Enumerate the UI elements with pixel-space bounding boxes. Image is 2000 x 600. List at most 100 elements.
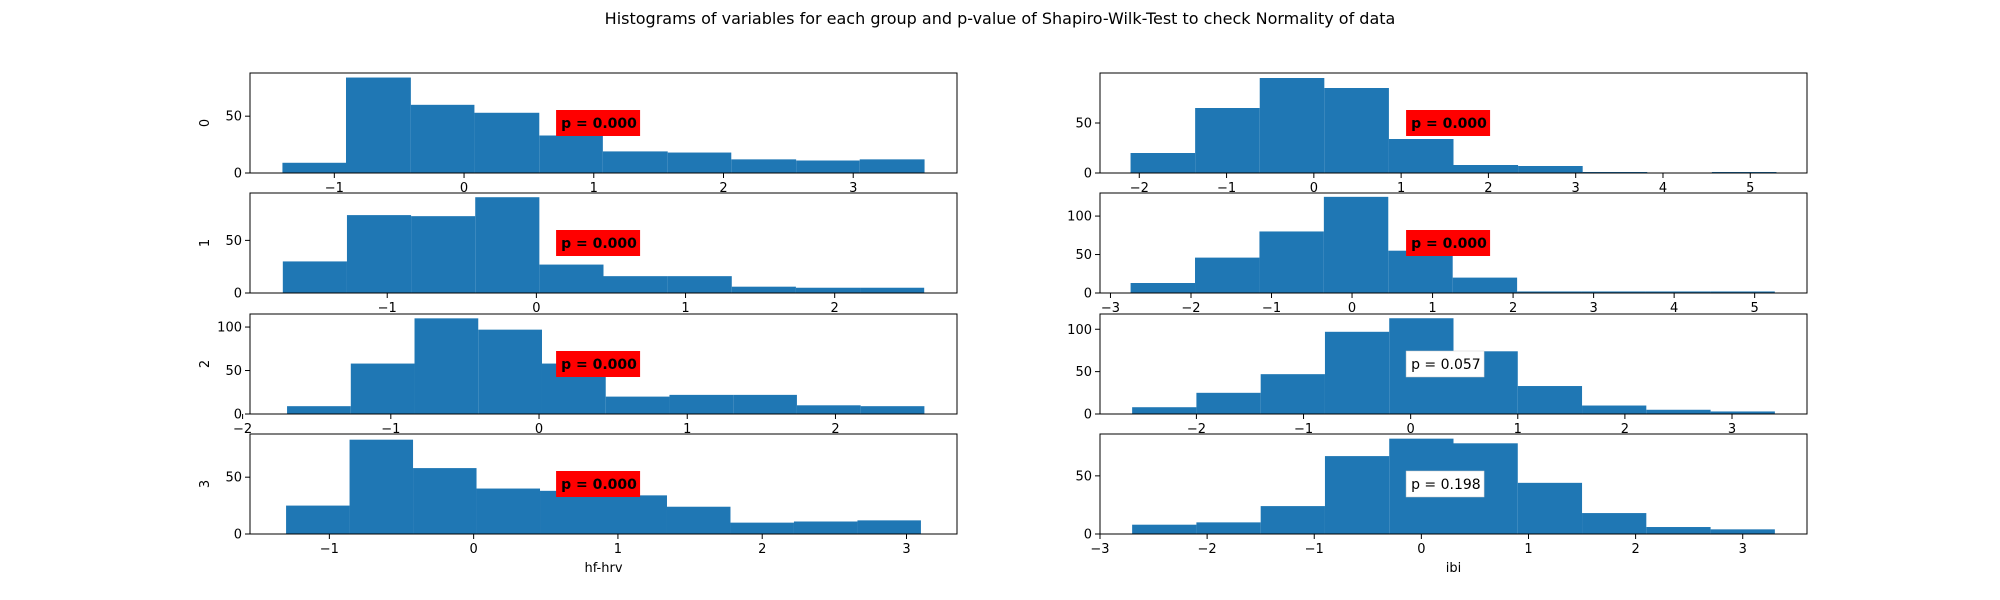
x-tick-label: −2 (1198, 542, 1217, 557)
histogram-bar (667, 276, 732, 293)
histogram-bar (539, 135, 603, 173)
histogram-bar (860, 287, 925, 293)
p-value-box (1405, 350, 1485, 378)
histogram-bar (857, 520, 921, 534)
histogram-bar (413, 468, 477, 534)
panel-hf-hrv-group-0: −1 0 1 2 3 0 50 0 p = 0.000 (198, 72, 958, 196)
histogram-bar (410, 104, 475, 173)
p-value-label: p = 0.198 (1411, 477, 1481, 493)
x-tick-label: 0 (1407, 422, 1415, 437)
panel-hf-hrv-group-2: −2 −1 0 1 2 0 50 100 2 p = 0.000 (198, 313, 958, 437)
x-tick-label: 0 (460, 181, 468, 196)
x-tick-label: 3 (902, 542, 910, 557)
x-tick-label: 1 (683, 422, 691, 437)
p-value-label: p = 0.000 (561, 236, 637, 252)
x-tick-label: 1 (1397, 181, 1405, 196)
p-value-box (556, 471, 641, 497)
x-tick-label: 3 (849, 181, 857, 196)
y-tick-label: 0 (234, 167, 242, 182)
x-tick-label: 2 (831, 301, 839, 316)
histogram-bar (1259, 78, 1325, 173)
histogram-bar (1646, 409, 1711, 414)
histogram-bar (1260, 374, 1325, 414)
y-tick-label: 0 (1084, 528, 1092, 543)
x-tick-label: 0 (1348, 301, 1356, 316)
p-value-label: p = 0.000 (1411, 116, 1487, 132)
p-value-label: p = 0.057 (1411, 357, 1481, 373)
histogram-bar (476, 488, 541, 534)
p-value-box (556, 351, 641, 377)
histogram-bar (1710, 291, 1775, 293)
histogram-bar (666, 506, 731, 534)
histogram-bar (1517, 291, 1582, 293)
axes-frame (1099, 192, 1808, 294)
x-tick-label: 2 (758, 542, 766, 557)
histogram-bar (346, 215, 412, 293)
y-tick-label: 50 (1075, 365, 1092, 380)
histogram-bar (474, 112, 540, 173)
histogram-bar (1581, 291, 1646, 293)
panel-hf-hrv-group-3: −1 0 1 2 3 0 50 3 hf-hrv p = 0.000 (198, 433, 958, 576)
x-tick-label: −2 (1181, 301, 1200, 316)
histogram-bar (796, 405, 861, 414)
y-tick-label: 0 (1084, 167, 1092, 182)
x-axis-label: ibi (1446, 561, 1461, 576)
chart-title: Histograms of variables for each group a… (605, 9, 1396, 28)
histogram-bar (1130, 283, 1196, 293)
x-tick-label: −1 (1217, 181, 1236, 196)
x-tick-label: −1 (378, 301, 397, 316)
x-tick-label: −1 (1262, 301, 1281, 316)
x-tick-label: −1 (1294, 422, 1313, 437)
y-tick-label: 50 (225, 110, 242, 125)
p-value-label: p = 0.000 (561, 116, 637, 132)
x-tick-label: 3 (1572, 181, 1580, 196)
histogram-bar (1195, 257, 1260, 293)
histogram-bar (282, 162, 346, 173)
y-tick-label: 0 (234, 528, 242, 543)
histogram-bar (411, 216, 476, 293)
histogram-bar (1388, 250, 1453, 293)
histogram-bar (475, 197, 540, 293)
x-tick-label: −2 (1187, 422, 1206, 437)
y-tick-label: 50 (225, 234, 242, 249)
x-tick-label: −1 (1305, 542, 1324, 557)
p-value-box (556, 230, 641, 256)
x-tick-label: −3 (1101, 301, 1120, 316)
histogram-bar (1324, 331, 1390, 414)
histogram-bar (1710, 411, 1775, 414)
histogram-bar (1452, 277, 1518, 293)
x-tick-label: 2 (1631, 542, 1639, 557)
histogram-bar (603, 276, 668, 293)
histogram-bar (667, 152, 732, 173)
histogram-bar (731, 286, 796, 293)
y-tick-label: 100 (217, 321, 242, 336)
p-value-label: p = 0.000 (1411, 236, 1487, 252)
y-tick-label: 0 (1084, 408, 1092, 423)
x-tick-label: 0 (1417, 542, 1425, 557)
x-tick-label: 0 (532, 301, 540, 316)
x-tick-label: 5 (1746, 181, 1754, 196)
x-tick-label: 0 (470, 542, 478, 557)
histogram-bar (1388, 139, 1454, 173)
x-tick-label: 2 (831, 422, 839, 437)
histogram-bar (539, 264, 604, 293)
x-tick-label: 2 (1509, 301, 1517, 316)
histogram-bar (287, 406, 351, 414)
axes-frame (249, 72, 958, 174)
panel-ibi-group-3: −3 −2 −1 0 1 2 3 0 50 ibi p = 0.198 (1075, 433, 1808, 576)
histogram-bar (793, 521, 858, 534)
x-tick-label: 5 (1751, 301, 1759, 316)
y-tick-label: 50 (1075, 469, 1092, 484)
axes-frame (1099, 433, 1808, 535)
x-tick-label: 4 (1659, 181, 1667, 196)
x-axis-label: hf-hrv (584, 561, 622, 576)
x-tick-label: 1 (614, 542, 622, 557)
histogram-bar (1259, 231, 1324, 293)
histogram-bar (1196, 522, 1261, 534)
y-axis-label: 3 (198, 480, 213, 488)
x-tick-label: 4 (1670, 301, 1678, 316)
x-tick-label: 2 (1484, 181, 1492, 196)
y-axis-label: 2 (198, 360, 213, 368)
y-axis-label: 0 (198, 119, 213, 127)
